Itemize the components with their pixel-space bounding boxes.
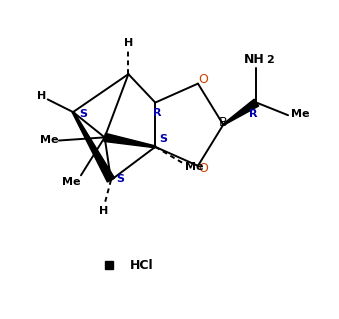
Text: H: H: [99, 206, 109, 216]
Text: Me: Me: [62, 177, 81, 187]
Text: Me: Me: [185, 162, 203, 172]
Polygon shape: [104, 133, 156, 148]
Text: R: R: [153, 108, 161, 118]
Text: Me: Me: [291, 109, 310, 119]
Text: NH: NH: [243, 53, 264, 66]
Text: S: S: [159, 134, 167, 144]
Text: O: O: [199, 73, 208, 86]
Text: 2: 2: [266, 55, 274, 65]
Text: S: S: [79, 109, 87, 119]
Text: H: H: [37, 91, 47, 101]
Text: HCl: HCl: [130, 259, 154, 272]
Text: B: B: [218, 116, 227, 129]
Text: R: R: [249, 109, 258, 119]
Text: Me: Me: [40, 135, 59, 145]
Text: S: S: [116, 174, 124, 184]
Polygon shape: [223, 99, 259, 125]
Polygon shape: [72, 112, 115, 182]
Text: O: O: [199, 162, 208, 175]
Text: H: H: [124, 39, 134, 48]
